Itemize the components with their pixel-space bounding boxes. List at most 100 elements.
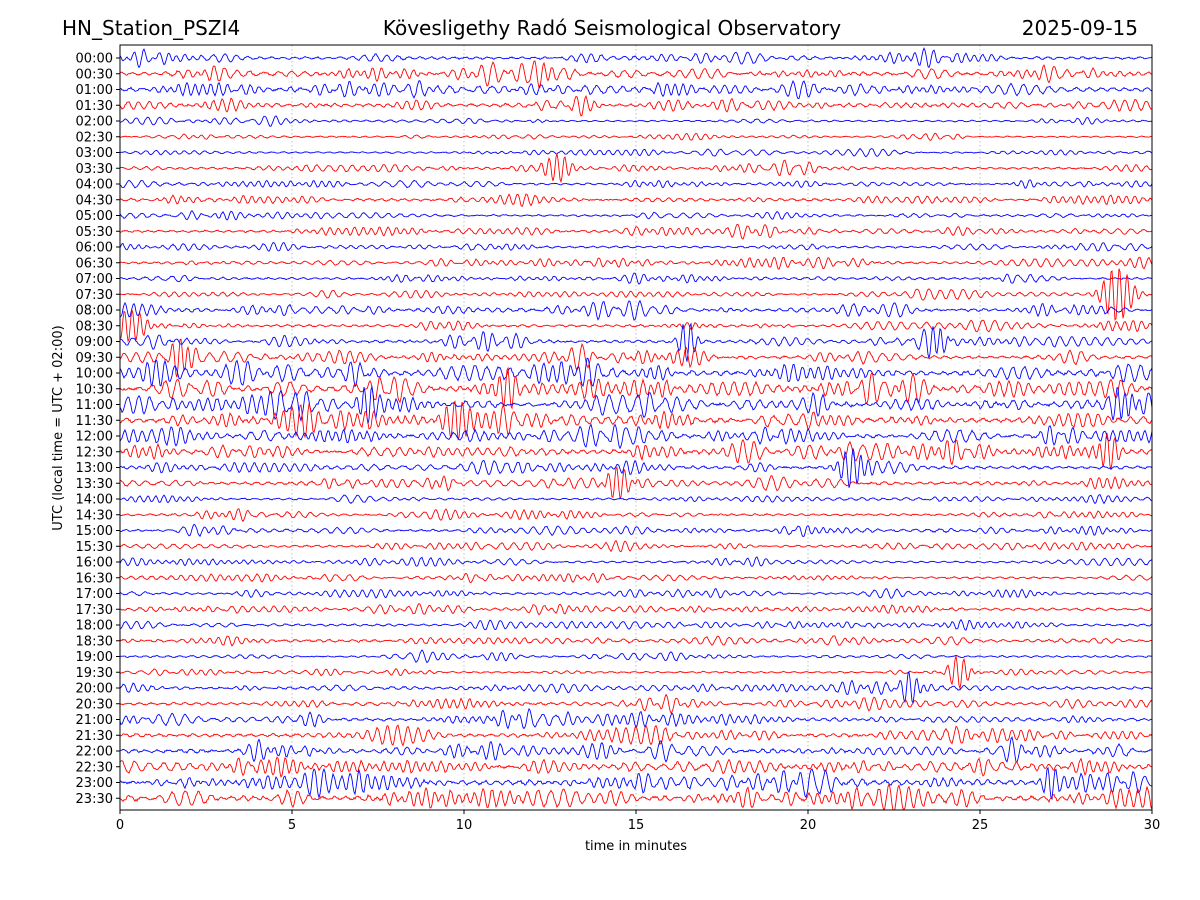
trace-row-1600 <box>120 556 1152 567</box>
y-tick-label: 07:30 <box>76 288 113 303</box>
y-tick-label: 11:30 <box>76 414 113 429</box>
y-tick-label: 03:30 <box>76 162 113 177</box>
x-tick-label: 10 <box>456 818 473 833</box>
trace-row-0730 <box>120 268 1152 321</box>
trace-row-1530 <box>120 539 1152 553</box>
trace-row-2100 <box>120 707 1152 730</box>
y-tick-label: 15:30 <box>76 540 113 555</box>
y-tick-label: 08:00 <box>76 304 113 319</box>
trace-row-0030 <box>120 60 1152 89</box>
trace-row-1430 <box>120 508 1152 523</box>
y-tick-label: 18:00 <box>76 619 113 634</box>
trace-row-0830 <box>120 309 1152 343</box>
trace-row-0630 <box>120 256 1152 270</box>
observatory-title: Kövesligethy Radó Seismological Observat… <box>382 16 842 40</box>
station-name: HN_Station_PSZI4 <box>62 16 241 40</box>
y-tick-label: 00:00 <box>76 52 113 67</box>
trace-row-1200 <box>120 423 1152 450</box>
trace-row-1900 <box>120 649 1152 664</box>
y-tick-label: 23:00 <box>76 776 113 791</box>
y-tick-label: 19:30 <box>76 666 113 681</box>
x-tick-label: 20 <box>800 818 817 833</box>
plot-date: 2025-09-15 <box>1021 16 1138 40</box>
trace-row-0900 <box>120 322 1152 362</box>
trace-row-1800 <box>120 618 1152 631</box>
y-tick-label: 05:00 <box>76 209 113 224</box>
trace-row-1500 <box>120 523 1152 538</box>
y-tick-label: 01:30 <box>76 99 113 114</box>
trace-row-0100 <box>120 79 1152 99</box>
y-axis-label: UTC (local time = UTC + 02:00) <box>51 325 66 530</box>
trace-row-1700 <box>120 588 1152 599</box>
y-tick-label: 00:30 <box>76 67 113 82</box>
y-tick-label: 01:00 <box>76 83 113 98</box>
y-tick-label: 21:30 <box>76 729 113 744</box>
trace-row-1330 <box>120 466 1152 500</box>
y-tick-label: 17:30 <box>76 603 113 618</box>
x-tick-label: 30 <box>1144 818 1161 833</box>
trace-row-2330 <box>120 782 1152 810</box>
x-axis-label: time in minutes <box>585 839 687 854</box>
x-tick-label: 5 <box>288 818 296 833</box>
y-tick-label: 10:30 <box>76 382 113 397</box>
y-tick-label: 09:30 <box>76 351 113 366</box>
trace-row-1030 <box>120 366 1152 410</box>
trace-row-1100 <box>120 385 1152 425</box>
x-tick-label: 15 <box>628 818 645 833</box>
y-tick-label: 11:00 <box>76 398 113 413</box>
y-tick-label: 13:00 <box>76 461 113 476</box>
y-tick-label: 16:30 <box>76 571 113 586</box>
y-tick-label: 14:30 <box>76 508 113 523</box>
y-tick-label: 02:30 <box>76 130 113 145</box>
y-tick-label: 13:30 <box>76 477 113 492</box>
y-tick-label: 06:30 <box>76 256 113 271</box>
y-tick-label: 04:30 <box>76 193 113 208</box>
y-tick-label: 15:00 <box>76 524 113 539</box>
trace-row-0300 <box>120 147 1152 158</box>
trace-row-0230 <box>120 132 1152 141</box>
y-tick-label: 07:00 <box>76 272 113 287</box>
y-tick-label: 19:00 <box>76 650 113 665</box>
y-tick-label: 03:00 <box>76 146 113 161</box>
trace-row-0700 <box>120 272 1152 285</box>
trace-row-1630 <box>120 572 1152 584</box>
y-tick-label: 23:30 <box>76 792 113 807</box>
trace-row-1000 <box>120 357 1152 388</box>
y-tick-label: 06:00 <box>76 241 113 256</box>
seismic-traces <box>120 47 1152 810</box>
x-tick-label: 25 <box>972 818 989 833</box>
trace-row-1130 <box>120 400 1152 441</box>
trace-row-0000 <box>120 47 1152 69</box>
trace-row-0400 <box>120 179 1152 189</box>
y-tick-label: 09:00 <box>76 335 113 350</box>
trace-row-0330 <box>120 153 1152 184</box>
y-tick-label: 04:00 <box>76 178 113 193</box>
trace-row-2000 <box>120 670 1152 705</box>
trace-row-1930 <box>120 656 1152 691</box>
trace-row-2200 <box>120 736 1152 764</box>
y-tick-label: 22:30 <box>76 760 113 775</box>
x-tick-label: 0 <box>116 818 124 833</box>
trace-row-0500 <box>120 209 1152 221</box>
y-tick-label: 16:00 <box>76 556 113 571</box>
gridlines <box>291 45 981 810</box>
y-tick-label: 17:00 <box>76 587 113 602</box>
y-tick-label: 14:00 <box>76 493 113 508</box>
trace-row-2030 <box>120 693 1152 714</box>
y-tick-label: 12:00 <box>76 430 113 445</box>
y-tick-label: 08:30 <box>76 319 113 334</box>
y-tick-label: 20:00 <box>76 682 113 697</box>
y-tick-label: 12:30 <box>76 445 113 460</box>
y-tick-label: 21:00 <box>76 713 113 728</box>
x-axis-ticks: 0 5 10 15 20 25 30 <box>116 810 1160 833</box>
trace-row-2300 <box>120 766 1152 801</box>
trace-row-2130 <box>120 724 1152 747</box>
trace-row-0600 <box>120 242 1152 252</box>
y-tick-label: 10:00 <box>76 367 113 382</box>
trace-row-0530 <box>120 224 1152 240</box>
trace-row-1830 <box>120 635 1152 647</box>
y-tick-label: 22:00 <box>76 745 113 760</box>
trace-row-0800 <box>120 299 1152 321</box>
trace-row-1730 <box>120 602 1152 616</box>
